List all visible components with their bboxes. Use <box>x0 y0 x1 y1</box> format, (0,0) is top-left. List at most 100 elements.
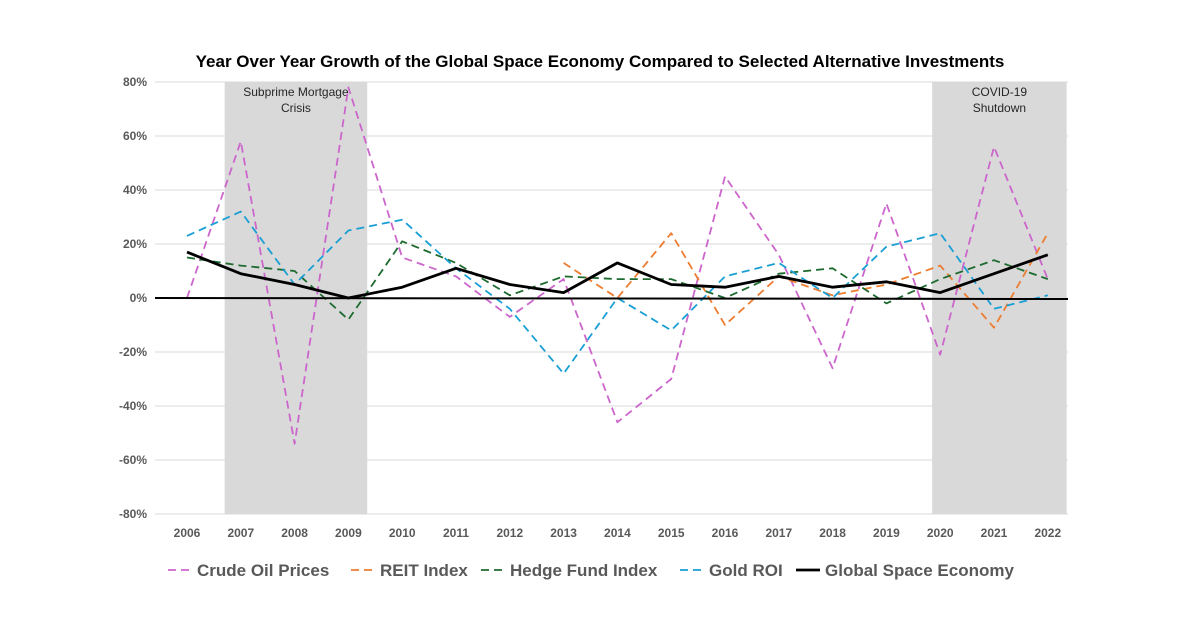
y-tick-label: -60% <box>119 453 147 467</box>
data-point <box>347 230 349 232</box>
x-tick-label: 2012 <box>496 526 523 540</box>
series-line-1 <box>563 232 1049 329</box>
data-point <box>1047 278 1049 280</box>
data-point <box>240 140 242 142</box>
data-point <box>240 211 242 213</box>
series-line-0 <box>186 86 1049 445</box>
x-tick-label: 2022 <box>1034 526 1061 540</box>
data-point <box>939 232 941 234</box>
y-tick-label: 60% <box>123 129 147 143</box>
data-point <box>240 273 242 275</box>
data-point <box>563 373 565 375</box>
data-point <box>778 254 780 256</box>
data-point <box>240 265 242 267</box>
data-point <box>401 240 403 242</box>
data-point <box>455 275 457 277</box>
data-point <box>563 278 565 280</box>
data-point <box>939 278 941 280</box>
x-tick-label: 2008 <box>281 526 308 540</box>
x-tick-label: 2007 <box>227 526 254 540</box>
data-point <box>993 146 995 148</box>
data-point <box>832 367 834 369</box>
data-point <box>347 86 349 88</box>
x-tick-label: 2013 <box>550 526 577 540</box>
data-point <box>993 273 995 275</box>
data-point <box>778 262 780 264</box>
data-point <box>885 281 887 283</box>
y-tick-label: 80% <box>123 75 147 89</box>
data-point <box>993 308 995 310</box>
x-tick-label: 2009 <box>335 526 362 540</box>
data-point <box>509 316 511 318</box>
y-tick-label: 20% <box>123 237 147 251</box>
legend-label-2: Hedge Fund Index <box>510 561 658 580</box>
data-point <box>401 286 403 288</box>
legend-label-4: Global Space Economy <box>825 561 1014 580</box>
data-point <box>832 267 834 269</box>
data-point <box>939 292 941 294</box>
data-point <box>778 275 780 277</box>
data-point <box>724 286 726 288</box>
data-point <box>832 286 834 288</box>
x-tick-label: 2015 <box>658 526 685 540</box>
data-point <box>509 284 511 286</box>
x-tick-label: 2018 <box>819 526 846 540</box>
data-point <box>616 262 618 264</box>
data-point <box>724 176 726 178</box>
data-point <box>939 265 941 267</box>
data-point <box>993 259 995 261</box>
data-point <box>455 267 457 269</box>
x-tick-label: 2020 <box>927 526 954 540</box>
data-point <box>670 278 672 280</box>
y-tick-label: 40% <box>123 183 147 197</box>
data-point <box>670 284 672 286</box>
shaded-period-sublabel-1: Shutdown <box>973 101 1026 115</box>
data-point <box>347 319 349 321</box>
chart-title: Year Over Year Growth of the Global Spac… <box>196 52 1005 71</box>
data-point <box>885 302 887 304</box>
data-point <box>401 257 403 259</box>
data-point <box>563 262 565 264</box>
legend-label-1: REIT Index <box>380 561 468 580</box>
x-tick-label: 2021 <box>981 526 1008 540</box>
data-point <box>294 443 296 445</box>
data-point <box>778 273 780 275</box>
data-point <box>509 294 511 296</box>
data-point <box>885 203 887 205</box>
shaded-period-label-0: Subprime Mortgage <box>243 85 349 99</box>
data-point <box>885 284 887 286</box>
legend: Crude Oil Prices REIT Index Hedge Fund Ind… <box>168 561 1014 580</box>
y-axis: 80% 60% 40% 20% 0% -20% -40% -60% -80% <box>119 75 147 521</box>
series-lines <box>186 86 1049 445</box>
data-point <box>670 378 672 380</box>
data-point <box>616 421 618 423</box>
shaded-period-sublabel-0: Crisis <box>281 101 311 115</box>
data-point <box>401 219 403 221</box>
x-tick-label: 2017 <box>765 526 792 540</box>
data-point <box>670 232 672 234</box>
data-point <box>294 270 296 272</box>
x-tick-label: 2011 <box>443 526 469 540</box>
x-tick-label: 2006 <box>174 526 201 540</box>
legend-label-0: Crude Oil Prices <box>197 561 329 580</box>
data-point <box>885 246 887 248</box>
data-point <box>563 292 565 294</box>
x-tick-label: 2016 <box>712 526 739 540</box>
shaded-period-label-1: COVID-19 <box>972 85 1028 99</box>
series-line-2 <box>186 240 1049 321</box>
legend-label-3: Gold ROI <box>709 561 783 580</box>
data-point <box>832 294 834 296</box>
data-point <box>563 275 565 277</box>
zero-baseline <box>154 297 1069 300</box>
series-line-4 <box>186 250 1049 300</box>
data-point <box>1047 294 1049 296</box>
data-point <box>294 284 296 286</box>
data-point <box>724 324 726 326</box>
x-tick-label: 2014 <box>604 526 631 540</box>
zero-line <box>154 297 1069 300</box>
x-axis: 2006 2007 2008 2009 2010 2011 2012 2013 2014 2015… <box>174 526 1062 540</box>
y-tick-label: -40% <box>119 399 147 413</box>
y-tick-label: -80% <box>119 507 147 521</box>
x-tick-label: 2010 <box>389 526 416 540</box>
